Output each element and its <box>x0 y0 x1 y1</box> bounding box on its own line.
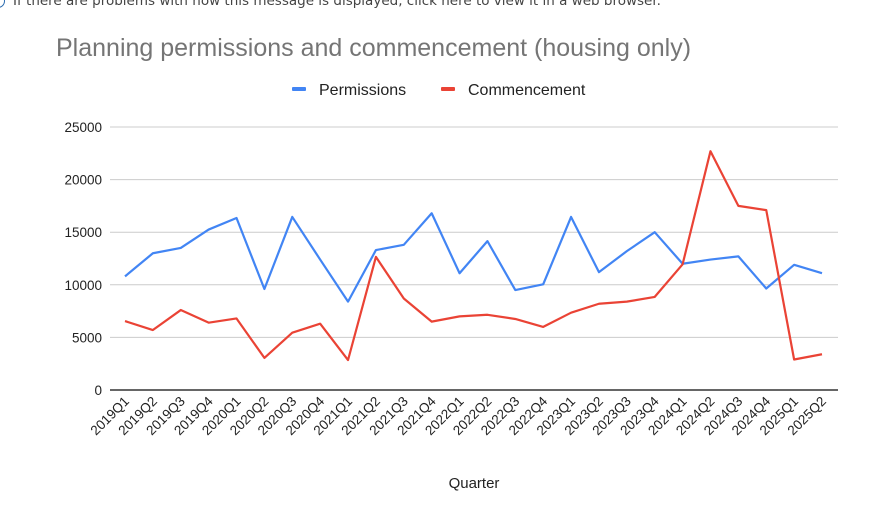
legend-label-commencement: Commencement <box>468 82 586 99</box>
banner-text[interactable]: If there are problems with how this mess… <box>13 0 661 9</box>
y-tick-label: 0 <box>94 383 102 398</box>
series-lines <box>124 150 823 362</box>
series-line-commencement <box>124 150 823 362</box>
series-line-permissions <box>124 212 823 303</box>
web-browser-banner[interactable]: If there are problems with how this mess… <box>0 0 661 11</box>
gridlines <box>110 126 838 391</box>
legend-label-permissions: Permissions <box>319 82 406 99</box>
legend: Permissions Commencement <box>292 82 586 99</box>
y-axis-ticks: 0 5000 10000 15000 20000 25000 <box>64 120 102 398</box>
legend-swatch-permissions <box>292 87 306 91</box>
legend-swatch-commencement <box>441 87 455 91</box>
x-axis-ticks: 2019Q12019Q22019Q32019Q42020Q12020Q22020… <box>88 393 830 438</box>
chart-title: Planning permissions and commencement (h… <box>56 34 691 62</box>
x-axis-title: Quarter <box>449 475 500 492</box>
y-tick-label: 20000 <box>64 173 102 188</box>
y-tick-label: 15000 <box>64 225 102 240</box>
y-tick-label: 10000 <box>64 278 102 293</box>
y-tick-label: 25000 <box>64 120 102 135</box>
y-tick-label: 5000 <box>72 330 102 345</box>
